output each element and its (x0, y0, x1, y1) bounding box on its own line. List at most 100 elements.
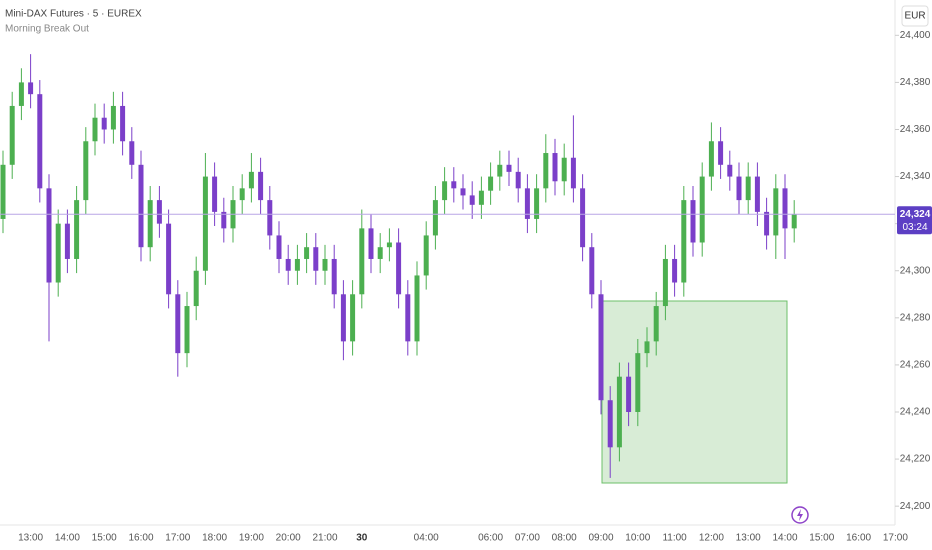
y-tick-label: 24,220 (900, 454, 931, 465)
x-tick-label: 15:00 (809, 533, 834, 544)
candle-body (18, 82, 24, 106)
currency-label[interactable]: EUR (904, 11, 925, 22)
candle-body (488, 176, 494, 191)
x-tick-label: 21:00 (312, 533, 337, 544)
candle-body (304, 247, 310, 259)
candle-body (138, 164, 144, 248)
candle-body (497, 164, 503, 177)
currency-button[interactable] (901, 5, 929, 27)
candle-body (506, 164, 512, 172)
candle-body (202, 176, 208, 271)
candle-body (478, 190, 484, 205)
candle-body (745, 176, 751, 201)
candle-body (423, 235, 429, 276)
x-tick-label: 08:00 (552, 533, 577, 544)
candle-body (110, 105, 116, 130)
candle-body (83, 141, 89, 201)
candle-body (672, 258, 678, 283)
candle-body (432, 200, 438, 236)
candle-body (626, 376, 632, 412)
x-tick-label: 10:00 (625, 533, 650, 544)
candle-body (543, 153, 549, 189)
alert-bolt (797, 509, 803, 521)
candle-body (267, 200, 273, 236)
candle-body (782, 188, 788, 229)
x-tick-label: 17:00 (883, 533, 908, 544)
candle-body (653, 306, 659, 342)
x-tick-label: 14:00 (55, 533, 80, 544)
y-tick-label: 24,300 (900, 265, 931, 276)
candle-body (570, 157, 576, 189)
candle-body (331, 258, 337, 295)
x-tick-label: 09:00 (588, 533, 613, 544)
candle-body (156, 200, 162, 224)
y-tick-label: 24,240 (900, 407, 931, 418)
candle-body (313, 247, 319, 271)
candle-body (212, 176, 218, 212)
y-tick-label: 24,280 (900, 312, 931, 323)
x-tick-label: 15:00 (92, 533, 117, 544)
candle-body (598, 294, 604, 401)
x-tick-label: 07:00 (515, 533, 540, 544)
candle-body (386, 242, 392, 248)
candle-body (552, 153, 558, 182)
candle-body (534, 188, 540, 219)
candle-body (0, 164, 6, 219)
candle-body (451, 181, 457, 189)
candle-body (294, 258, 300, 271)
candle-body (64, 223, 70, 259)
candle-body (396, 242, 402, 295)
candle-body (147, 200, 153, 248)
candle-body (708, 141, 714, 177)
candle-body (460, 188, 466, 196)
candle-body (258, 171, 264, 201)
x-tick-label: 14:00 (772, 533, 797, 544)
last-price-label: 24,324 (900, 209, 931, 220)
x-tick-label: 18:00 (202, 533, 227, 544)
candle-body (101, 117, 107, 130)
candle-body (561, 157, 567, 182)
last-price-tag (897, 206, 932, 235)
candle-body (616, 376, 622, 448)
candle-body (764, 211, 770, 236)
candle-body (221, 211, 227, 229)
chart-subtitle: Morning Break Out (5, 24, 89, 35)
candle-body (377, 247, 383, 259)
candle-body (773, 188, 779, 236)
candle-body (442, 181, 448, 201)
candle-body (175, 294, 181, 354)
candle-body (580, 188, 586, 248)
x-tick-label: 30 (356, 533, 368, 544)
candle-body (276, 235, 282, 259)
candle-body (368, 228, 374, 259)
candle-body (28, 82, 34, 95)
candle-body (248, 171, 254, 189)
y-tick-label: 24,200 (900, 501, 931, 512)
candle-body (340, 294, 346, 342)
candle-body (681, 200, 687, 283)
x-tick-label: 19:00 (239, 533, 264, 544)
candle-body (515, 171, 521, 189)
candle-body (736, 176, 742, 201)
candle-body (37, 94, 43, 189)
candle-body (9, 105, 15, 165)
candle-body (129, 141, 135, 165)
candle-body (350, 294, 356, 342)
candle-body (46, 188, 52, 283)
x-tick-label: 16:00 (128, 533, 153, 544)
x-tick-label: 13:00 (18, 533, 43, 544)
candle-body (239, 188, 245, 201)
x-tick-label: 13:00 (736, 533, 761, 544)
chart-title: Mini-DAX Futures · 5 · EUREX (5, 9, 142, 20)
x-tick-label: 12:00 (699, 533, 724, 544)
alert-icon[interactable] (791, 506, 809, 524)
x-tick-label: 17:00 (165, 533, 190, 544)
y-tick-label: 24,340 (900, 171, 931, 182)
candle-body (359, 228, 365, 295)
candle-body (92, 117, 98, 142)
y-tick-label: 24,400 (900, 30, 931, 41)
candle-body (718, 141, 724, 165)
x-tick-label: 20:00 (276, 533, 301, 544)
